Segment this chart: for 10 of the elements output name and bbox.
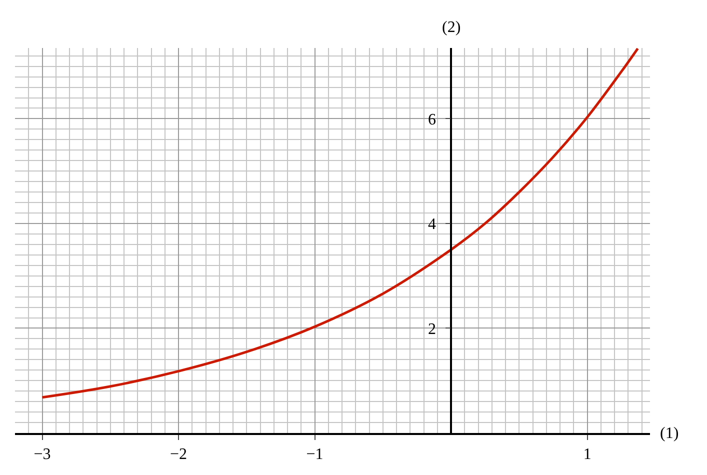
x-tick-label: −3	[34, 446, 51, 463]
y-tick-label: 2	[428, 320, 436, 338]
y-axis-title: (2)	[442, 19, 461, 36]
line-series	[41, 48, 639, 399]
x-tick-label: −2	[170, 446, 188, 463]
y-tick-label: 6	[428, 111, 436, 128]
x-axis-title: (1)	[660, 425, 679, 442]
y-tick-label: 4	[428, 216, 436, 234]
x-tick-label: 1	[583, 446, 592, 463]
x-tick-label: −1	[306, 446, 324, 463]
